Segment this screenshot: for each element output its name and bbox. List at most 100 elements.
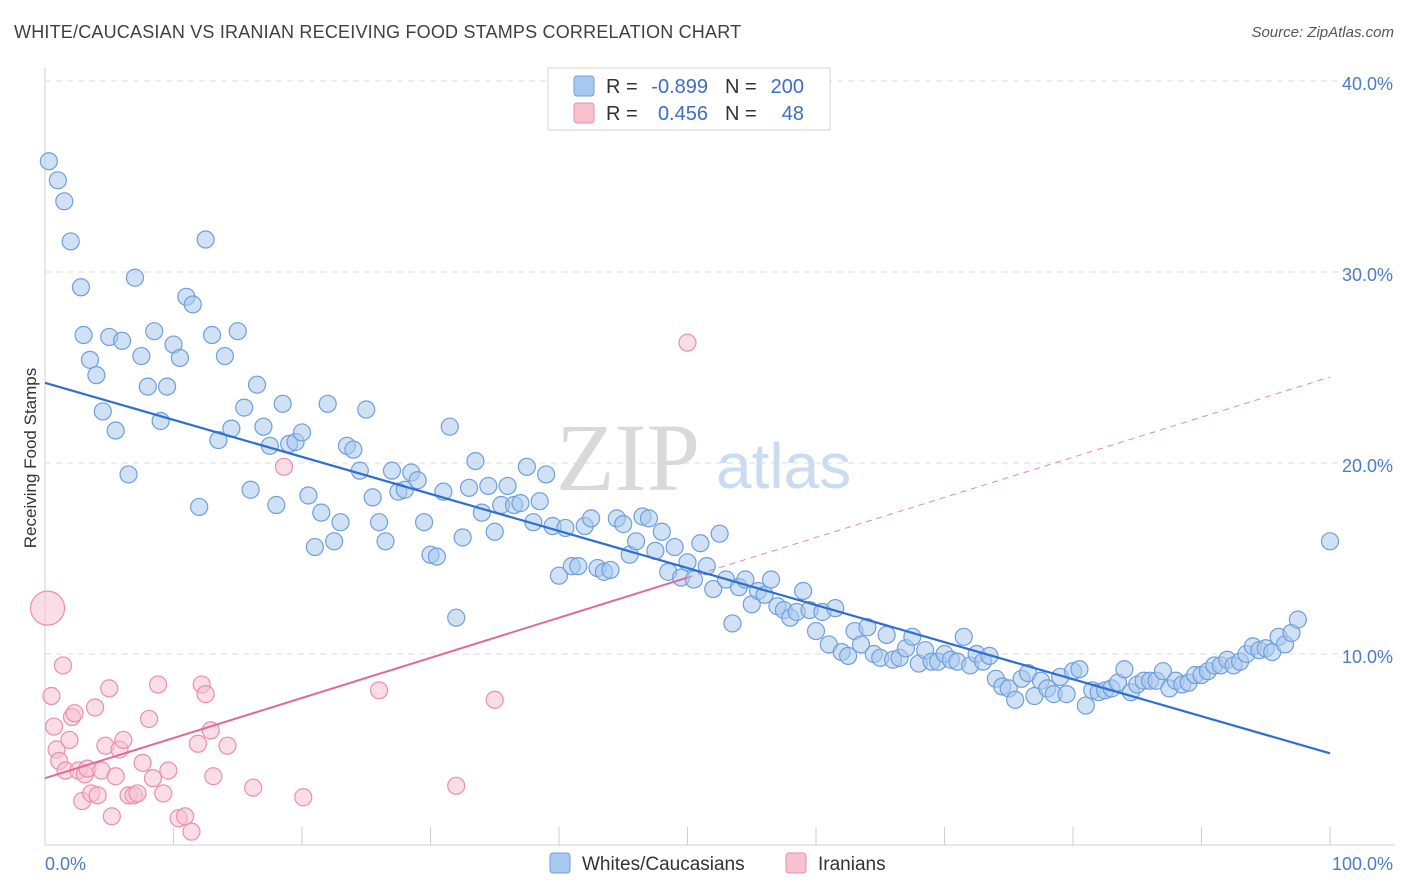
data-point-iranians <box>53 656 73 675</box>
series-legend: Whites/Caucasians Iranians <box>549 852 886 875</box>
data-point-iranians <box>128 784 147 803</box>
data-point-whites <box>614 515 633 534</box>
legend-n-label-1: N = <box>725 76 757 98</box>
data-point-whites <box>267 495 286 515</box>
legend-r-value-2: 0.456 <box>658 103 708 125</box>
data-point-whites <box>794 581 813 601</box>
data-point-whites <box>954 627 973 646</box>
data-point-iranians <box>159 761 178 780</box>
y-tick-label: 30.0% <box>1342 265 1393 285</box>
data-point-whites <box>235 398 254 417</box>
bottom-legend-swatch-iranians <box>785 852 807 874</box>
data-point-whites <box>196 230 215 249</box>
data-point-whites <box>1153 662 1173 681</box>
data-point-whites <box>190 497 209 517</box>
tick-labels: 10.0% 20.0% 30.0% 40.0% 0.0% 100.0% <box>45 74 1393 874</box>
data-point-whites <box>209 430 228 450</box>
data-point-whites <box>247 375 267 394</box>
legend-swatch-whites <box>573 75 595 97</box>
data-point-whites <box>665 537 684 557</box>
data-point-whites <box>710 524 729 543</box>
data-point-whites <box>806 621 826 641</box>
data-point-whites <box>479 476 498 496</box>
legend-n-label-2: N = <box>725 103 757 125</box>
data-point-iranians <box>154 784 173 803</box>
x-tick-label: 100.0% <box>1332 854 1393 874</box>
trend-lines <box>44 376 1331 780</box>
watermark-atlas-text: atlas <box>716 430 851 502</box>
data-point-whites <box>344 440 363 459</box>
data-point-whites <box>299 486 318 505</box>
data-point-iranians <box>29 590 66 626</box>
bottom-legend-label-whites: Whites/Caucasians <box>582 854 745 875</box>
data-point-whites <box>119 465 138 484</box>
legend-swatch-iranians <box>573 102 595 124</box>
data-point-whites <box>39 152 58 171</box>
chart-title: WHITE/CAUCASIAN VS IRANIAN RECEIVING FOO… <box>14 22 742 42</box>
data-point-whites <box>601 560 620 580</box>
legend-r-label-1: R = <box>606 76 638 98</box>
data-point-whites <box>1070 660 1089 679</box>
data-point-whites <box>350 461 369 480</box>
bottom-legend-label-iranians: Iranians <box>818 854 886 875</box>
data-point-whites <box>447 608 466 627</box>
data-point-whites <box>498 476 517 496</box>
data-point-iranians <box>86 698 105 717</box>
data-point-whites <box>639 509 659 528</box>
data-point-iranians <box>175 807 195 826</box>
data-point-whites <box>202 325 222 345</box>
data-point-whites <box>331 513 350 532</box>
data-point-whites <box>530 492 549 511</box>
data-point-iranians <box>196 685 215 704</box>
data-point-whites <box>1076 696 1095 715</box>
data-point-whites <box>376 532 395 551</box>
data-point-whites <box>357 400 376 419</box>
data-point-whites <box>517 457 536 476</box>
data-point-whites <box>408 471 427 490</box>
data-point-whites <box>851 635 871 654</box>
data-point-whites <box>1320 532 1340 551</box>
data-point-whites <box>325 532 344 551</box>
data-point-whites <box>48 171 67 190</box>
data-point-whites <box>80 350 100 369</box>
data-point-iranians <box>274 457 294 476</box>
data-point-whites <box>292 423 312 442</box>
data-point-whites <box>370 513 389 532</box>
stats-legend: R = -0.899 N = 200 R = 0.456 N = 48 <box>547 67 831 131</box>
data-point-iranians <box>60 730 79 750</box>
data-point-iranians <box>44 717 64 736</box>
data-point-whites <box>112 331 132 350</box>
axes <box>44 68 1395 846</box>
data-point-whites <box>145 322 164 341</box>
data-point-whites <box>537 465 556 484</box>
data-point-whites <box>228 322 247 341</box>
data-point-whites <box>704 579 723 599</box>
data-point-iranians <box>106 767 125 786</box>
data-point-whites <box>569 557 588 576</box>
data-point-iranians <box>447 776 466 795</box>
data-point-iranians <box>370 681 389 700</box>
data-point-whites <box>312 503 331 522</box>
data-point-whites <box>170 348 190 368</box>
grid-lines <box>45 80 1395 655</box>
data-point-iranians <box>294 788 313 807</box>
y-tick-label: 10.0% <box>1342 647 1393 667</box>
data-point-iranians <box>88 786 107 805</box>
data-point-whites <box>626 532 646 551</box>
series-iranians <box>29 333 697 841</box>
legend-n-value-1: 200 <box>771 76 804 98</box>
data-point-whites <box>273 394 292 413</box>
data-point-whites <box>761 570 781 589</box>
legend-r-label-2: R = <box>606 103 638 125</box>
data-point-iranians <box>678 333 697 352</box>
data-point-whites <box>87 366 106 385</box>
data-point-whites <box>305 537 324 557</box>
data-point-whites <box>215 346 234 366</box>
data-point-iranians <box>143 769 163 788</box>
data-point-whites <box>55 192 74 211</box>
data-point-iranians <box>201 721 220 740</box>
data-point-whites <box>363 488 382 507</box>
data-point-whites <box>549 566 569 585</box>
data-point-whites <box>839 646 858 666</box>
